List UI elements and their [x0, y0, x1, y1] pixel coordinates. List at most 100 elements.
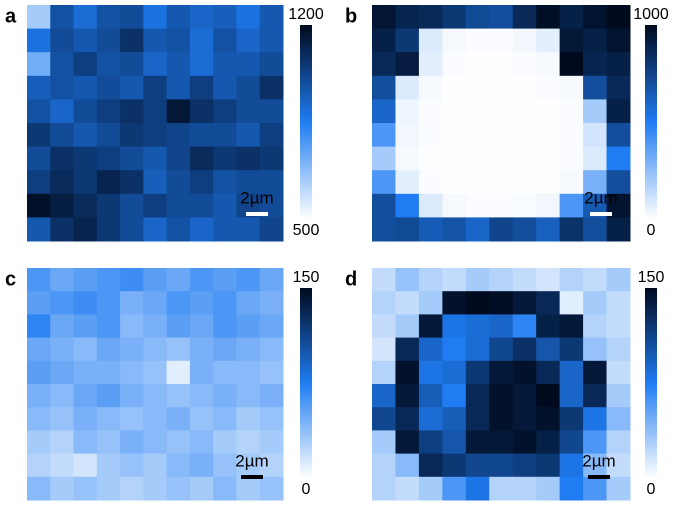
heatmap-cell [606, 170, 631, 195]
heatmap-cell [213, 360, 237, 385]
heatmap-cell [372, 170, 396, 195]
heatmap-cell [27, 268, 51, 292]
heatmap-cell [583, 337, 608, 362]
heatmap-cell [559, 337, 584, 362]
heatmap-cell [536, 360, 561, 385]
heatmap-cell [536, 407, 561, 431]
heatmap-cell [96, 28, 121, 53]
heatmap-cell [50, 217, 75, 242]
heatmap-cell [50, 453, 75, 478]
heatmap-cell [512, 52, 537, 77]
colorbar [645, 288, 657, 478]
heatmap-cell [73, 52, 98, 77]
heatmap-cell [50, 123, 75, 148]
heatmap-cell [536, 453, 561, 478]
heatmap-cell [50, 146, 75, 171]
heatmap-cell [189, 453, 214, 478]
heatmap-cell [73, 430, 98, 455]
heatmap-cell [512, 430, 537, 455]
heatmap-cell [96, 360, 121, 385]
heatmap-cell [465, 268, 490, 292]
heatmap-cell [559, 123, 584, 148]
heatmap-cell [27, 193, 51, 218]
heatmap-cell [259, 291, 284, 315]
heatmap-cell [372, 430, 396, 455]
heatmap-cell [536, 384, 561, 408]
heatmap-cell [120, 384, 144, 408]
heatmap-cell [73, 291, 98, 315]
heatmap-cell [583, 75, 608, 100]
heatmap-cell [143, 430, 168, 455]
heatmap-cell [372, 314, 396, 339]
heatmap-cell [512, 193, 537, 218]
heatmap-cell [236, 5, 261, 30]
heatmap-cell [27, 407, 51, 431]
heatmap-cell [120, 314, 144, 339]
heatmap-cell [73, 193, 98, 218]
heatmap-cell [442, 217, 467, 242]
heatmap-cell [489, 407, 514, 431]
heatmap-cell [559, 146, 584, 171]
heatmap-cell [512, 217, 537, 242]
heatmap-cell [536, 430, 561, 455]
heatmap-cell [143, 28, 168, 53]
heatmap-cell [189, 170, 214, 195]
heatmap-cell [166, 314, 191, 339]
heatmap-cell [96, 268, 121, 292]
heatmap-cell [395, 5, 420, 30]
heatmap-cell [489, 193, 514, 218]
heatmap-cell [559, 52, 584, 77]
heatmap-cell [166, 384, 191, 408]
heatmap-cell [189, 291, 214, 315]
heatmap-cell [512, 337, 537, 362]
heatmap-cell [418, 146, 443, 171]
heatmap-cell [236, 291, 261, 315]
heatmap-cell [27, 217, 51, 242]
heatmap-cell [583, 5, 608, 30]
heatmap-cell [50, 430, 75, 455]
heatmap-cell [143, 476, 168, 501]
heatmap-cell [536, 146, 561, 171]
heatmap-cell [395, 28, 420, 53]
heatmap-cell [606, 123, 631, 148]
heatmap-cell [583, 453, 608, 478]
heatmap-cell [512, 123, 537, 148]
heatmap-cell [166, 291, 191, 315]
heatmap-cell [96, 384, 121, 408]
heatmap-cell [27, 146, 51, 171]
heatmap-cell [189, 75, 214, 100]
heatmap-cell [236, 476, 261, 501]
heatmap-cell [418, 407, 443, 431]
heatmap-cell [606, 314, 631, 339]
heatmap-cell [73, 123, 98, 148]
heatmap-cell [73, 337, 98, 362]
heatmap-cell [213, 314, 237, 339]
heatmap-cell [27, 5, 51, 30]
heatmap-cell [465, 407, 490, 431]
heatmap-cell [465, 5, 490, 30]
heatmap-cell [465, 291, 490, 315]
heatmap-cell [120, 407, 144, 431]
panel-label: d [345, 268, 357, 290]
heatmap-cell [27, 314, 51, 339]
heatmap-cell [489, 291, 514, 315]
heatmap-cell [259, 337, 284, 362]
heatmap-cell [27, 52, 51, 77]
heatmap-cell [583, 268, 608, 292]
scale-bar-label: 2µm [584, 188, 617, 207]
heatmap-cell [236, 384, 261, 408]
heatmap-cell [395, 384, 420, 408]
heatmap-cell [259, 123, 284, 148]
heatmap-cell [512, 146, 537, 171]
heatmap-cell [50, 193, 75, 218]
heatmap-cell [442, 123, 467, 148]
heatmap-cell [73, 217, 98, 242]
heatmap-cell [465, 384, 490, 408]
heatmap-cell [259, 476, 284, 501]
heatmap-cell [559, 28, 584, 53]
heatmap-cell [372, 75, 396, 100]
heatmap-cell [536, 75, 561, 100]
heatmap-cell [96, 337, 121, 362]
heatmap-cell [442, 5, 467, 30]
heatmap-cell [442, 268, 467, 292]
